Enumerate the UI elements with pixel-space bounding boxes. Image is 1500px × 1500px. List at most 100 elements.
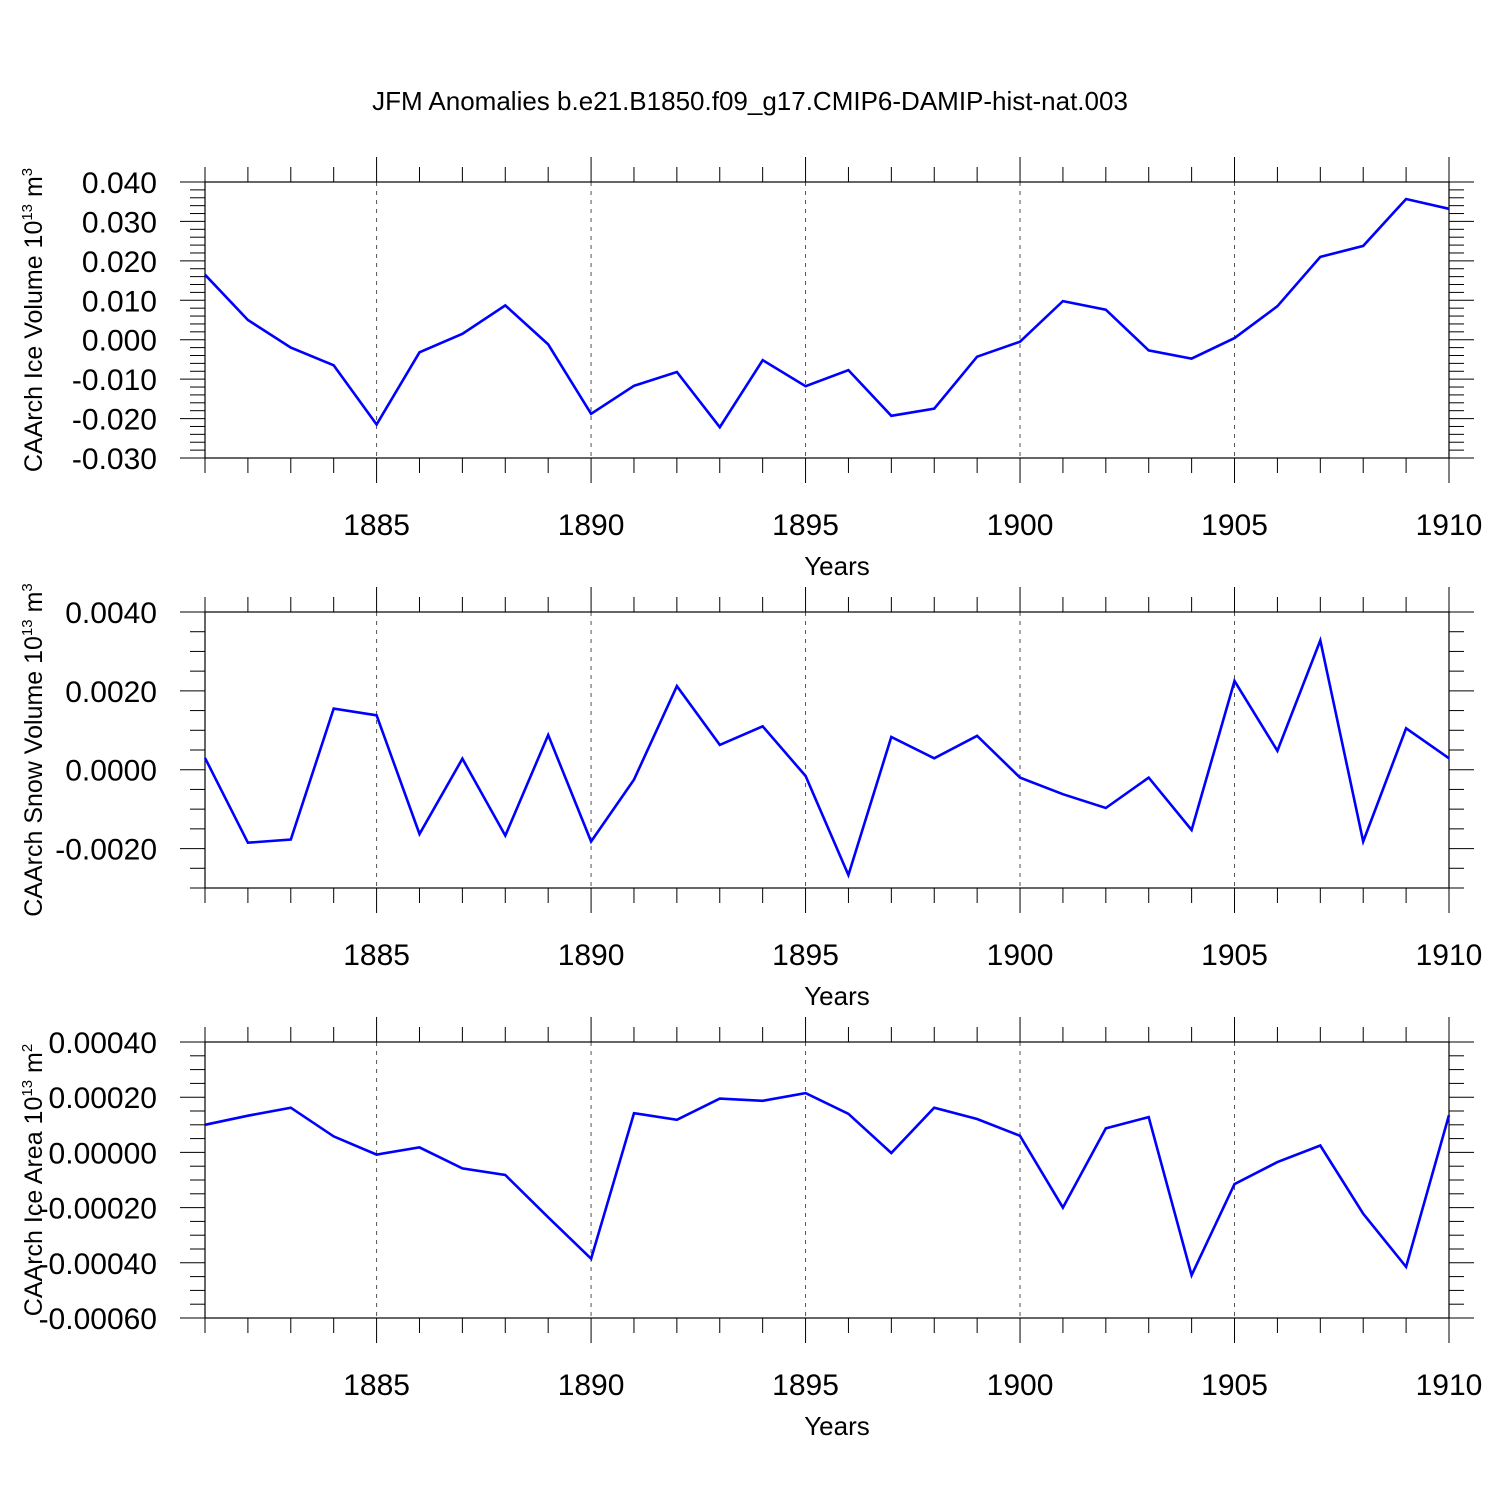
data-point	[1361, 244, 1365, 248]
data-point	[589, 839, 593, 843]
data-point	[1318, 255, 1322, 259]
data-point	[246, 1114, 250, 1118]
x-tick-label: 1890	[558, 939, 625, 972]
data-point	[846, 873, 850, 877]
data-point	[1447, 1113, 1451, 1117]
chart-panel-3: 1885 1890 1895 1900 1905 1910 -0.00060 -0.00040…	[19, 1017, 1482, 1441]
y-tick-label: 0.0040	[65, 597, 157, 630]
data-point	[804, 774, 808, 778]
data-point	[1061, 1206, 1065, 1210]
y-tick-label: -0.020	[72, 404, 157, 437]
x-tick-label: 1900	[987, 509, 1054, 542]
data-point	[460, 757, 464, 761]
data-point	[804, 384, 808, 388]
data-point	[503, 303, 507, 307]
x-tick-label: 1910	[1416, 1369, 1483, 1402]
data-point	[375, 1153, 379, 1157]
data-point	[375, 422, 379, 426]
data-point	[1233, 1182, 1237, 1186]
data-point	[1233, 336, 1237, 340]
x-tick-label: 1890	[558, 509, 625, 542]
series-line	[204, 1091, 1451, 1279]
plot-frame	[204, 181, 1450, 459]
figure-title: JFM Anomalies b.e21.B1850.f09_g17.CMIP6-…	[372, 86, 1128, 116]
data-point	[675, 684, 679, 688]
data-point	[1061, 792, 1065, 796]
data-point	[1104, 308, 1108, 312]
y-axis-label: CAArch Snow Volume 1013 m3	[19, 583, 48, 917]
data-point	[289, 1106, 293, 1110]
y-tick-label: 0.00020	[49, 1082, 157, 1115]
y-tick-label: -0.00020	[39, 1193, 157, 1226]
data-point	[546, 733, 550, 737]
data-point	[203, 756, 207, 760]
data-point	[1404, 1265, 1408, 1269]
data-point	[975, 734, 979, 738]
data-point	[1447, 207, 1451, 211]
data-point	[718, 1097, 722, 1101]
data-point	[761, 358, 765, 362]
data-point	[1275, 749, 1279, 753]
data-point	[332, 707, 336, 711]
y-tick-label: -0.010	[72, 364, 157, 397]
x-tick-label: 1910	[1416, 509, 1483, 542]
series-line	[203, 635, 1450, 879]
data-point	[761, 1099, 765, 1103]
y-tick-label: 0.0020	[65, 676, 157, 709]
y-tick-label: 0.0000	[65, 755, 157, 788]
x-tick-label: 1905	[1201, 509, 1268, 542]
data-point	[1190, 828, 1194, 832]
data-point	[804, 1091, 808, 1095]
x-tick-label: 1900	[987, 939, 1054, 972]
data-point	[1061, 299, 1065, 303]
data-point	[246, 318, 250, 322]
data-point	[1275, 304, 1279, 308]
x-axis-label: Years	[804, 551, 870, 581]
data-point	[889, 1151, 893, 1155]
x-tick-label: 1905	[1201, 1369, 1268, 1402]
data-point	[546, 1215, 550, 1219]
y-tick-label: -0.00040	[39, 1248, 157, 1281]
data-point	[932, 407, 936, 411]
data-point	[1018, 1134, 1022, 1138]
data-point	[289, 838, 293, 842]
data-point	[546, 342, 550, 346]
y-tick-label: -0.0020	[55, 834, 157, 867]
x-tick-label: 1885	[343, 939, 410, 972]
y-axis-label: CAArch Ice Volume 1013 m3	[19, 168, 48, 472]
data-point	[460, 332, 464, 336]
data-point	[761, 724, 765, 728]
data-point	[932, 756, 936, 760]
data-point	[589, 412, 593, 416]
data-point	[1147, 776, 1151, 780]
x-tick-label: 1885	[343, 509, 410, 542]
y-tick-label: 0.040	[82, 167, 157, 200]
y-tick-label: 0.020	[82, 246, 157, 279]
data-point	[503, 834, 507, 838]
y-tick-label: -0.030	[72, 443, 157, 476]
data-point	[975, 355, 979, 359]
x-tick-label: 1895	[772, 509, 839, 542]
series-line	[204, 197, 1450, 430]
data-point	[1190, 1273, 1194, 1277]
data-point	[1147, 348, 1151, 352]
y-tick-label: 0.00040	[49, 1027, 157, 1060]
x-tick-label: 1895	[772, 939, 839, 972]
data-point	[417, 1145, 421, 1149]
data-point	[632, 778, 636, 782]
data-point	[1275, 1160, 1279, 1164]
data-point	[1190, 357, 1194, 361]
data-point	[846, 1112, 850, 1116]
x-axis-label: Years	[804, 1411, 870, 1441]
data-point	[332, 363, 336, 367]
data-point	[1361, 839, 1365, 843]
data-point	[417, 350, 421, 354]
data-point	[589, 1257, 593, 1261]
data-point	[460, 1166, 464, 1170]
y-tick-label: 0.00000	[49, 1137, 157, 1170]
y-tick-label: 0.000	[82, 325, 157, 358]
data-point	[889, 414, 893, 418]
data-point	[1233, 679, 1237, 683]
data-point	[203, 1123, 207, 1127]
